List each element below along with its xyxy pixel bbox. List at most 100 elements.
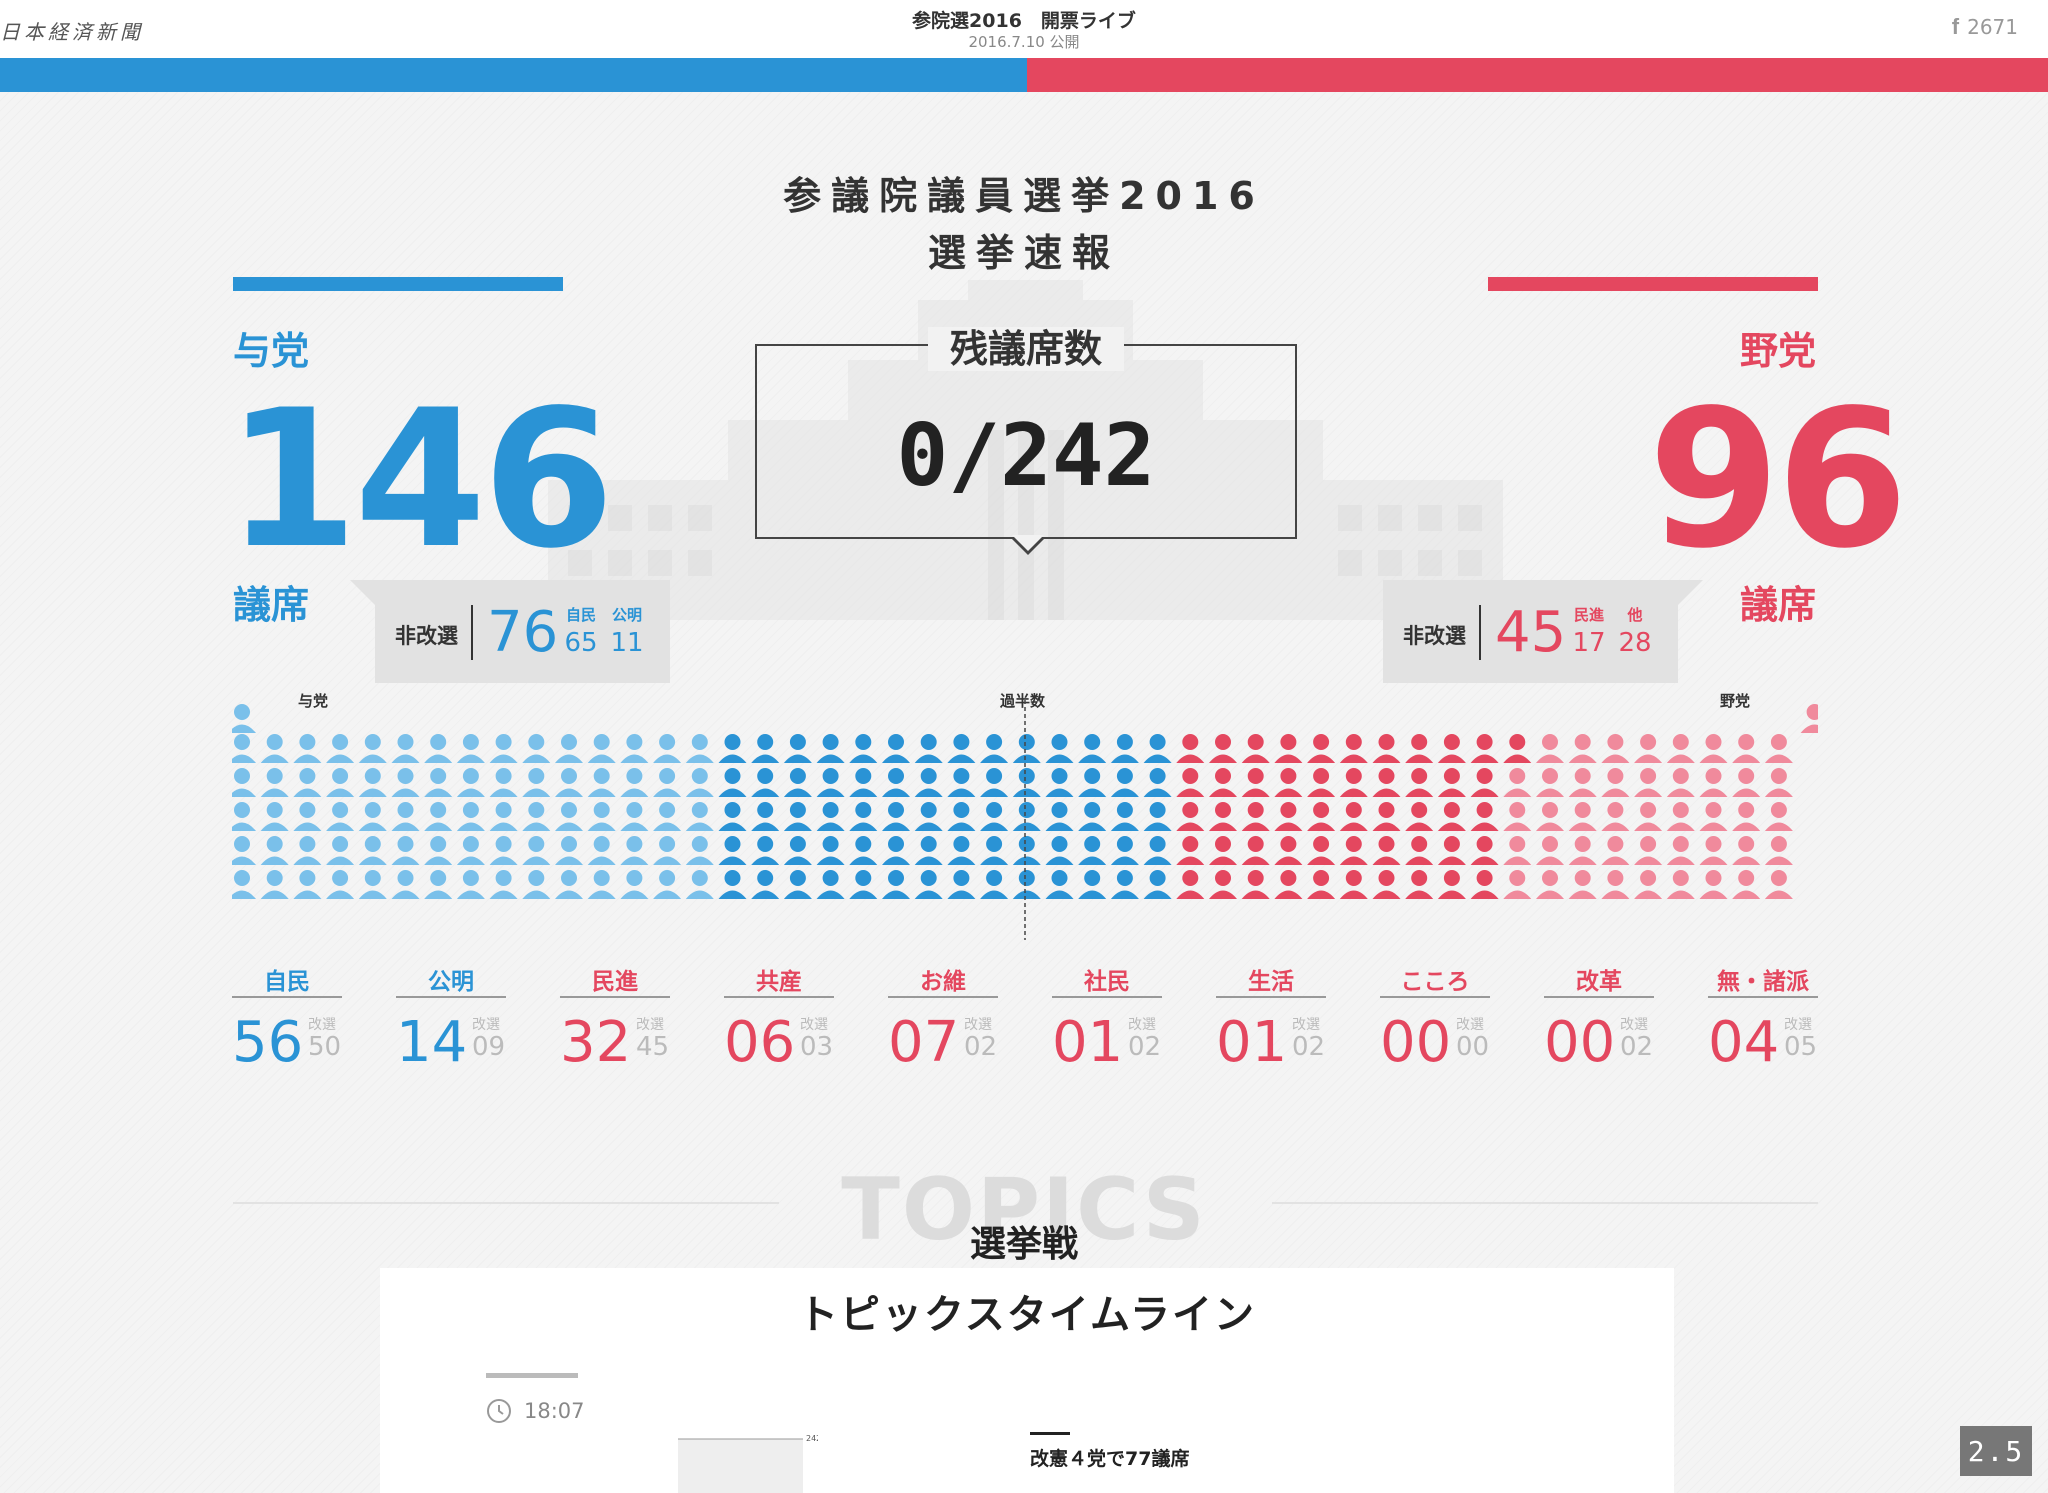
seat-ruling [980,870,1009,899]
seat-ruling-nonrev [489,836,518,865]
seat-opposition [1241,836,1270,865]
seat-opposition [1209,836,1237,865]
seat-ruling [1012,802,1041,831]
seat-ruling [1143,768,1172,797]
seat-ruling-nonrev [653,734,682,763]
seat-ruling-nonrev [260,836,289,865]
seat-opposition-nonrev [1800,704,1829,733]
seat-ruling [1012,870,1041,899]
seat-ruling [718,836,747,865]
seat-opposition-nonrev [1536,802,1564,831]
seat-ruling [816,836,845,865]
seat-ruling [1078,768,1107,797]
seat-ruling [849,802,878,831]
seat-opposition [1176,836,1205,865]
seat-ruling [718,802,747,831]
party-seats-won: 00 [1380,1010,1452,1075]
seat-opposition-nonrev [1568,802,1597,831]
party-rev-label: 改選 [1128,1017,1156,1033]
seat-ruling [882,836,910,865]
remaining-seats-box: 残議席数 0/242 [755,327,1297,539]
seat-opposition [1209,768,1237,797]
seat-ruling-nonrev [293,802,322,831]
party-rev-label: 改選 [1620,1017,1648,1033]
newspaper-logo[interactable]: 日本経済新聞 [0,20,144,44]
ruling-nonrev-panel: 非改選 76 自民 65 公明 11 [350,580,670,683]
seat-opposition [1176,768,1205,797]
seat-ruling [914,734,943,763]
seat-ruling-nonrev [555,734,583,763]
timeline-headline[interactable]: 改憲４党で77議席 [1030,1448,1190,1470]
seat-ruling-nonrev [587,802,616,831]
seat-ruling [882,768,910,797]
seat-ruling [1078,836,1107,865]
seat-opposition-nonrev [1699,802,1728,831]
seat-chart-svg [228,700,1829,940]
facebook-share-button[interactable]: f 2671 [1952,14,2018,40]
seat-opposition [1241,870,1270,899]
seat-ruling-nonrev [685,836,714,865]
seat-ruling-nonrev [424,768,453,797]
seat-opposition [1470,768,1499,797]
publish-date: 2016.7.10 公開 [968,33,1080,51]
seat-ruling-nonrev [391,768,420,797]
seat-ruling [1078,802,1107,831]
results-progress-bar [0,58,2048,92]
seat-ruling-nonrev [326,836,355,865]
seat-ruling [1110,836,1139,865]
seat-ruling-nonrev [358,870,387,899]
mini-chart-area [678,1439,803,1493]
seat-ruling [1143,836,1172,865]
seat-chart-ruling-marker: 与党 [298,692,329,710]
page-header-title: 参院選2016 開票ライブ [912,10,1136,32]
seat-ruling [751,836,780,865]
seat-ruling [947,802,976,831]
seat-opposition-nonrev [1666,768,1695,797]
seat-opposition [1437,802,1466,831]
party-rev-label: 改選 [1784,1017,1812,1033]
seat-opposition [1339,802,1368,831]
seat-ruling-nonrev [555,836,583,865]
seat-ruling-nonrev [456,734,485,763]
seat-ruling-nonrev [228,836,256,865]
clock-icon [487,1399,511,1423]
opposition-nonrev-party-value: 17 [1572,628,1606,658]
topic-timeline-card[interactable]: トピックスタイムライン 18:07 242 改憲４党で77議席 [380,1268,1674,1493]
opposition-seat-count: 96 [1648,369,1908,590]
seat-ruling-nonrev [456,870,485,899]
seat-ruling-nonrev [620,734,649,763]
facebook-share-count: 2671 [1967,15,2018,39]
seat-ruling-nonrev [391,870,420,899]
party-rev-value: 02 [1620,1032,1654,1062]
seat-ruling [882,734,910,763]
seat-opposition-nonrev [1764,768,1793,797]
opposition-nonrev-party-label: 他 [1627,606,1643,624]
seat-opposition-nonrev [1699,768,1728,797]
seat-opposition [1339,768,1368,797]
seat-opposition-nonrev [1536,836,1564,865]
seat-ruling [1045,870,1074,899]
seat-ruling [849,836,878,865]
ruling-nonrev-party-label: 自民 [565,606,596,624]
seat-ruling-nonrev [326,768,355,797]
seat-opposition-nonrev [1601,836,1630,865]
seat-ruling [816,768,845,797]
seat-opposition [1241,734,1270,763]
seat-opposition-nonrev [1634,734,1663,763]
party-seats-won: 14 [396,1010,468,1075]
seat-opposition [1274,734,1303,763]
party-seats-won: 07 [888,1010,960,1075]
seat-ruling [718,768,747,797]
opposition-nonrev-party-label: 民進 [1573,606,1604,624]
party-seats-won: 56 [232,1010,304,1075]
seat-ruling [980,802,1009,831]
seat-ruling [783,802,812,831]
seat-ruling-nonrev [456,802,485,831]
party-result: 生活 01 改選 02 [1216,962,1326,1075]
seat-ruling-nonrev [456,768,485,797]
seat-opposition [1405,870,1434,899]
seat-ruling [914,870,943,899]
seat-opposition-nonrev [1536,734,1564,763]
opposition-accent-bar [1488,277,1818,291]
seat-opposition [1437,734,1466,763]
